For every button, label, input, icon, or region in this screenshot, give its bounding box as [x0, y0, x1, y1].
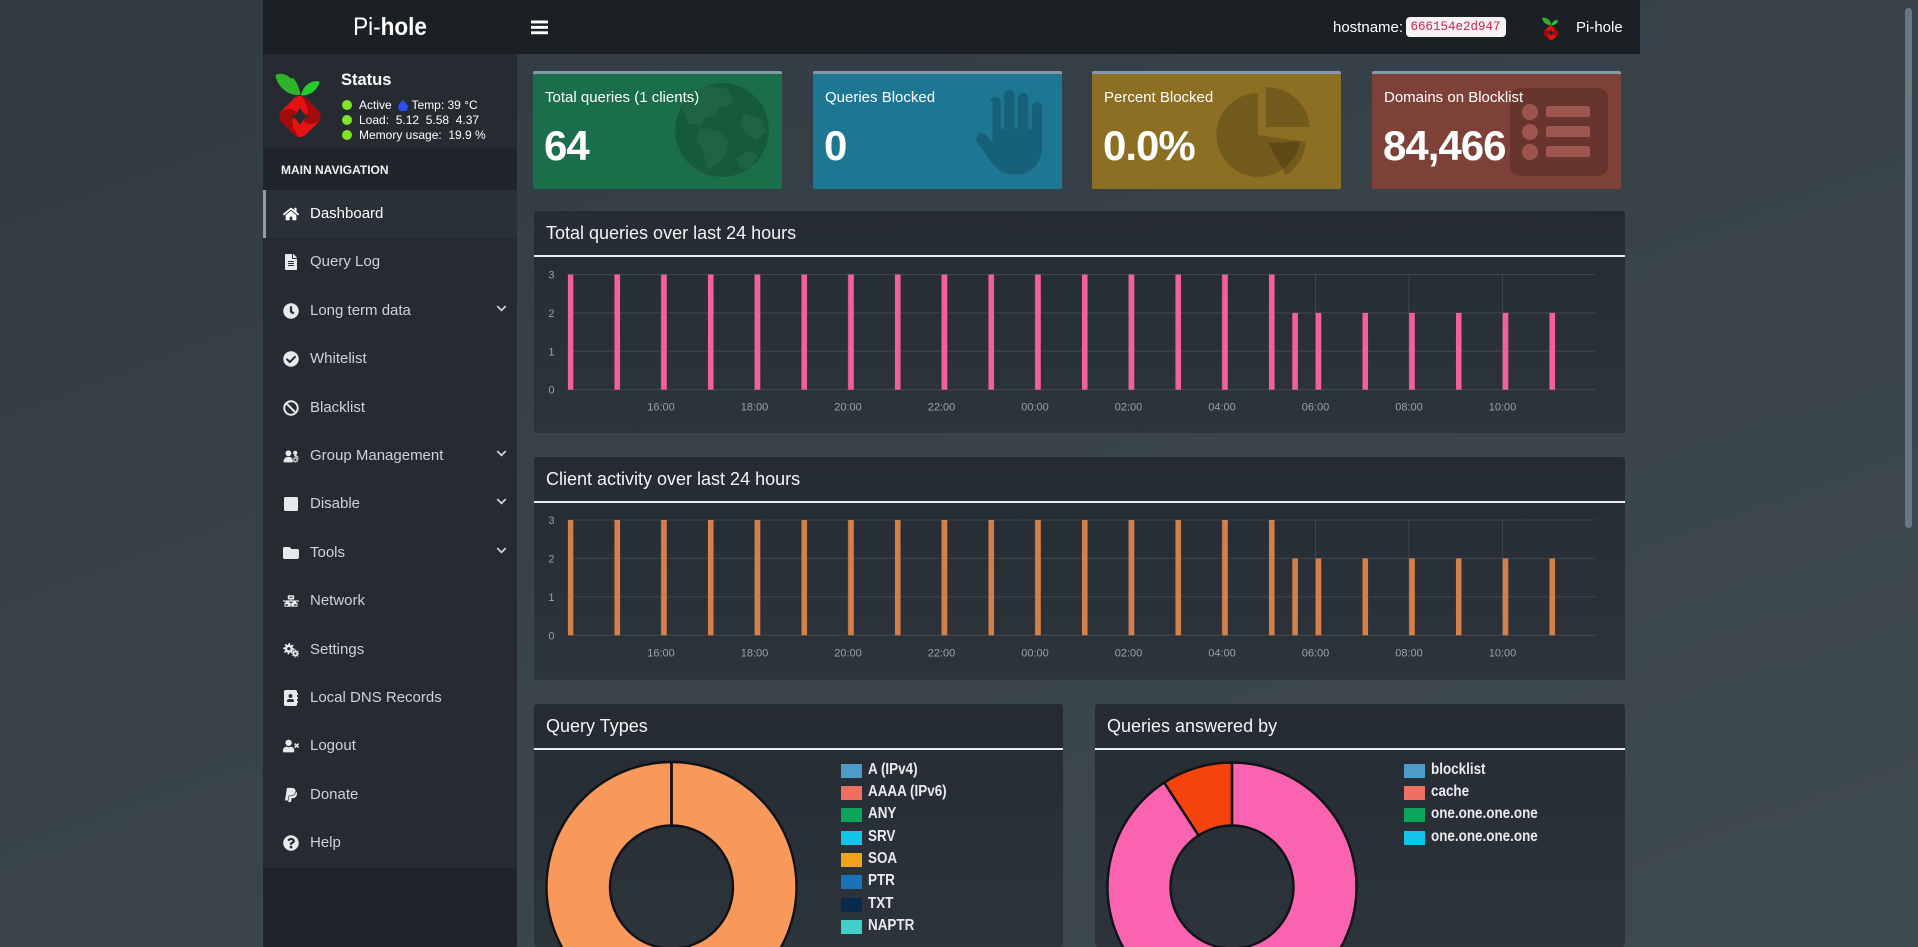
- svg-text:18:00: 18:00: [741, 402, 769, 414]
- svg-text:04:00: 04:00: [1208, 647, 1236, 659]
- svg-text:0: 0: [548, 630, 554, 642]
- svg-text:06:00: 06:00: [1302, 647, 1330, 659]
- svg-text:08:00: 08:00: [1395, 402, 1423, 414]
- svg-text:22:00: 22:00: [928, 647, 956, 659]
- svg-text:16:00: 16:00: [647, 402, 675, 414]
- svg-text:3: 3: [548, 515, 554, 527]
- svg-text:00:00: 00:00: [1021, 402, 1049, 414]
- svg-text:0: 0: [548, 385, 554, 397]
- svg-text:1: 1: [548, 592, 554, 604]
- svg-text:02:00: 02:00: [1115, 402, 1143, 414]
- svg-text:1: 1: [548, 346, 554, 358]
- svg-text:08:00: 08:00: [1395, 647, 1423, 659]
- svg-text:18:00: 18:00: [741, 647, 769, 659]
- svg-text:22:00: 22:00: [928, 402, 956, 414]
- svg-text:20:00: 20:00: [834, 402, 862, 414]
- svg-text:16:00: 16:00: [647, 647, 675, 659]
- svg-text:04:00: 04:00: [1208, 402, 1236, 414]
- svg-text:2: 2: [548, 553, 554, 565]
- svg-text:06:00: 06:00: [1302, 402, 1330, 414]
- svg-text:10:00: 10:00: [1489, 647, 1517, 659]
- svg-text:2: 2: [548, 308, 554, 320]
- svg-text:02:00: 02:00: [1115, 647, 1143, 659]
- svg-text:10:00: 10:00: [1489, 402, 1517, 414]
- svg-text:3: 3: [548, 270, 554, 282]
- svg-text:00:00: 00:00: [1021, 647, 1049, 659]
- svg-text:20:00: 20:00: [834, 647, 862, 659]
